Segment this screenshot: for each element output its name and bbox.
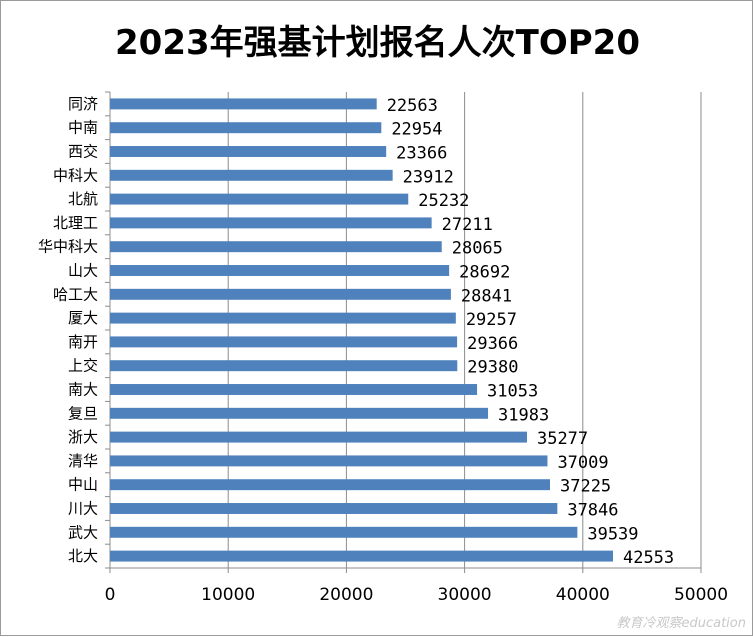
category-label: 华中科大 — [38, 238, 98, 256]
category-label: 上交 — [68, 357, 98, 375]
x-tick-label: 50000 — [674, 585, 728, 605]
category-label: 武大 — [68, 523, 98, 541]
bar — [110, 526, 578, 538]
category-label: 中山 — [68, 476, 98, 494]
bar — [110, 265, 450, 276]
x-tick-label: 20000 — [319, 585, 373, 605]
category-label: 复旦 — [68, 404, 98, 422]
bar — [110, 407, 489, 419]
data-label: 27211 — [442, 215, 493, 235]
chart-title: 2023年强基计划报名人次TOP20 — [115, 23, 640, 63]
x-tick-label: 40000 — [556, 585, 610, 605]
data-label: 28841 — [461, 286, 512, 306]
watermark-text: 教育冷观察education — [616, 616, 746, 631]
data-label: 37009 — [557, 453, 608, 473]
bar — [110, 360, 458, 372]
data-label: 25232 — [418, 191, 469, 211]
data-label: 35277 — [537, 429, 588, 449]
bar — [110, 455, 548, 467]
category-label: 山大 — [68, 262, 98, 280]
x-tick-label: 30000 — [438, 585, 492, 605]
data-label: 23912 — [403, 167, 454, 187]
data-label: 29366 — [467, 334, 518, 354]
category-label: 西交 — [68, 143, 98, 161]
x-tick-label: 10000 — [201, 585, 255, 605]
bar — [110, 217, 432, 229]
category-label: 清华 — [68, 452, 98, 470]
category-label: 北理工 — [53, 214, 98, 232]
data-label: 28692 — [459, 263, 510, 283]
bar — [110, 312, 456, 324]
bar — [110, 336, 458, 348]
bar — [110, 169, 393, 181]
bar — [110, 550, 613, 562]
bar — [110, 288, 451, 300]
bar — [110, 98, 377, 110]
category-label: 哈工大 — [53, 285, 98, 303]
bar — [110, 431, 527, 443]
bar — [110, 122, 382, 134]
category-label: 南大 — [68, 381, 98, 399]
bar — [110, 193, 409, 205]
bar — [110, 503, 558, 514]
category-label: 厦大 — [68, 309, 98, 327]
category-label: 浙大 — [68, 428, 98, 446]
category-label: 同济 — [68, 95, 98, 113]
data-label: 28065 — [452, 239, 503, 259]
data-label: 31983 — [498, 405, 549, 425]
category-label: 中南 — [68, 119, 98, 137]
data-label: 22954 — [391, 120, 442, 140]
category-label: 川大 — [68, 500, 98, 518]
data-label: 39539 — [587, 524, 638, 544]
category-label: 北航 — [68, 190, 98, 208]
category-label: 中科大 — [53, 166, 98, 184]
data-label: 31053 — [487, 382, 538, 402]
bar — [110, 241, 442, 253]
bar — [110, 479, 550, 491]
data-label: 29257 — [466, 310, 517, 330]
data-label: 42553 — [623, 548, 674, 568]
data-label: 22563 — [387, 96, 438, 116]
data-label: 23366 — [396, 144, 447, 164]
data-label: 37225 — [560, 477, 611, 497]
data-label: 37846 — [567, 501, 618, 521]
bar — [110, 146, 387, 157]
bar — [110, 384, 478, 395]
x-tick-label: 0 — [105, 585, 116, 605]
category-label: 北大 — [68, 547, 98, 565]
category-label: 南开 — [68, 333, 98, 351]
data-label: 29380 — [467, 358, 518, 378]
